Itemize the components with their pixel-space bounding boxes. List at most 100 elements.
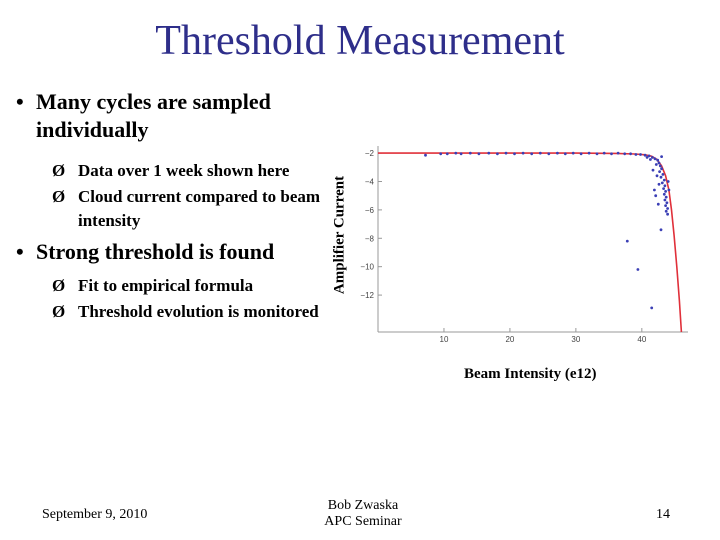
data-point bbox=[424, 153, 427, 157]
page-number: 14 bbox=[656, 507, 670, 522]
bullet-item: • Many cycles are sampled individually bbox=[16, 88, 336, 143]
data-point bbox=[658, 164, 662, 168]
bullet-text: Many cycles are sampled individually bbox=[36, 89, 271, 142]
data-point bbox=[660, 167, 663, 171]
footer-venue: APC Seminar bbox=[324, 514, 402, 530]
data-point bbox=[666, 212, 669, 216]
sub-bullet-arrow-icon: Ø bbox=[52, 186, 66, 206]
sub-bullet-text: Threshold evolution is monitored bbox=[78, 301, 319, 321]
data-point bbox=[623, 152, 627, 156]
data-point bbox=[504, 151, 508, 155]
bullet-glyph: • bbox=[16, 239, 24, 265]
data-point bbox=[650, 306, 654, 310]
data-point bbox=[643, 153, 647, 157]
data-point bbox=[538, 151, 542, 155]
sub-bullet-item: Ø Fit to empirical formula bbox=[16, 274, 336, 298]
data-point bbox=[656, 158, 660, 162]
x-tick-label: 30 bbox=[571, 335, 580, 344]
sub-bullet-arrow-icon: Ø bbox=[52, 301, 66, 321]
data-point bbox=[657, 182, 661, 186]
data-point bbox=[666, 180, 670, 183]
data-point bbox=[587, 151, 591, 155]
bullet-item: • Strong threshold is found bbox=[16, 238, 336, 266]
data-point bbox=[521, 151, 525, 155]
data-point bbox=[477, 152, 481, 156]
sub-bullet-item: Ø Cloud current compared to beam intensi… bbox=[16, 185, 336, 233]
data-point bbox=[547, 152, 551, 156]
bullet-glyph: • bbox=[16, 89, 24, 114]
data-point bbox=[662, 187, 665, 190]
sub-bullet-item: Ø Data over 1 week shown here bbox=[16, 159, 336, 183]
data-point bbox=[649, 158, 652, 161]
data-point bbox=[663, 184, 667, 188]
footer-center: Bob Zwaska APC Seminar bbox=[300, 498, 426, 530]
data-point bbox=[634, 153, 638, 156]
data-point bbox=[487, 151, 491, 155]
fit-curve bbox=[378, 152, 683, 333]
data-point bbox=[659, 228, 663, 232]
data-point bbox=[659, 175, 663, 179]
footer-author: Bob Zwaska bbox=[327, 498, 399, 513]
data-point bbox=[658, 170, 661, 173]
bullet-list: • Many cycles are sampled individually Ø… bbox=[16, 88, 336, 323]
data-point bbox=[595, 152, 599, 156]
data-point bbox=[496, 152, 499, 156]
data-point bbox=[656, 202, 660, 206]
data-point bbox=[530, 152, 534, 156]
data-point bbox=[664, 190, 667, 193]
sub-bullet-arrow-icon: Ø bbox=[52, 161, 66, 180]
data-point bbox=[629, 152, 632, 156]
data-point bbox=[513, 152, 516, 156]
data-point bbox=[645, 156, 649, 159]
sub-bullet-text: Fit to empirical formula bbox=[78, 275, 254, 295]
data-point bbox=[653, 188, 656, 192]
x-tick-label: 10 bbox=[440, 335, 449, 344]
data-point bbox=[556, 151, 559, 155]
data-point bbox=[454, 151, 458, 155]
data-point bbox=[647, 154, 651, 158]
data-point bbox=[459, 152, 463, 156]
y-tick-label: −2 bbox=[365, 149, 375, 158]
data-point bbox=[654, 163, 658, 166]
y-tick-label: −10 bbox=[360, 263, 374, 272]
data-point bbox=[664, 204, 667, 207]
data-point bbox=[654, 194, 658, 198]
data-point bbox=[657, 161, 661, 165]
y-tick-label: −8 bbox=[365, 234, 375, 243]
data-point bbox=[468, 151, 472, 155]
slide-title: Threshold Measurement bbox=[155, 18, 565, 64]
data-point bbox=[660, 181, 664, 185]
x-axis-label: Beam Intensity (e12) bbox=[464, 366, 597, 382]
bullet-text: Strong threshold is found bbox=[36, 239, 275, 265]
data-point bbox=[439, 152, 443, 156]
data-point bbox=[639, 153, 642, 156]
sub-bullet-text: Data over 1 week shown here bbox=[78, 161, 290, 180]
data-point bbox=[651, 156, 654, 159]
data-point bbox=[660, 155, 663, 158]
sub-bullet-text: Cloud current compared to beam intensity bbox=[78, 186, 321, 230]
data-point bbox=[625, 239, 629, 243]
data-point bbox=[445, 152, 449, 156]
data-point bbox=[666, 207, 669, 210]
y-tick-label: −12 bbox=[360, 291, 374, 300]
data-point bbox=[664, 209, 668, 213]
y-tick-label: −4 bbox=[365, 177, 375, 186]
data-point bbox=[602, 151, 606, 155]
data-point bbox=[651, 168, 655, 172]
data-point bbox=[616, 151, 620, 155]
data-point bbox=[653, 157, 657, 161]
data-point bbox=[579, 152, 583, 156]
data-point bbox=[662, 192, 666, 196]
sub-bullet-item: Ø Threshold evolution is monitored bbox=[16, 300, 336, 324]
data-point bbox=[664, 195, 668, 199]
sub-bullet-arrow-icon: Ø bbox=[52, 275, 66, 295]
footer-date: September 9, 2010 bbox=[42, 507, 148, 522]
data-point bbox=[667, 188, 671, 192]
data-point bbox=[662, 178, 666, 182]
x-tick-label: 20 bbox=[505, 335, 514, 344]
data-point bbox=[665, 201, 669, 205]
x-tick-label: 40 bbox=[637, 335, 646, 344]
data-point bbox=[663, 198, 667, 202]
y-tick-label: −6 bbox=[365, 206, 375, 215]
data-point bbox=[571, 151, 575, 155]
